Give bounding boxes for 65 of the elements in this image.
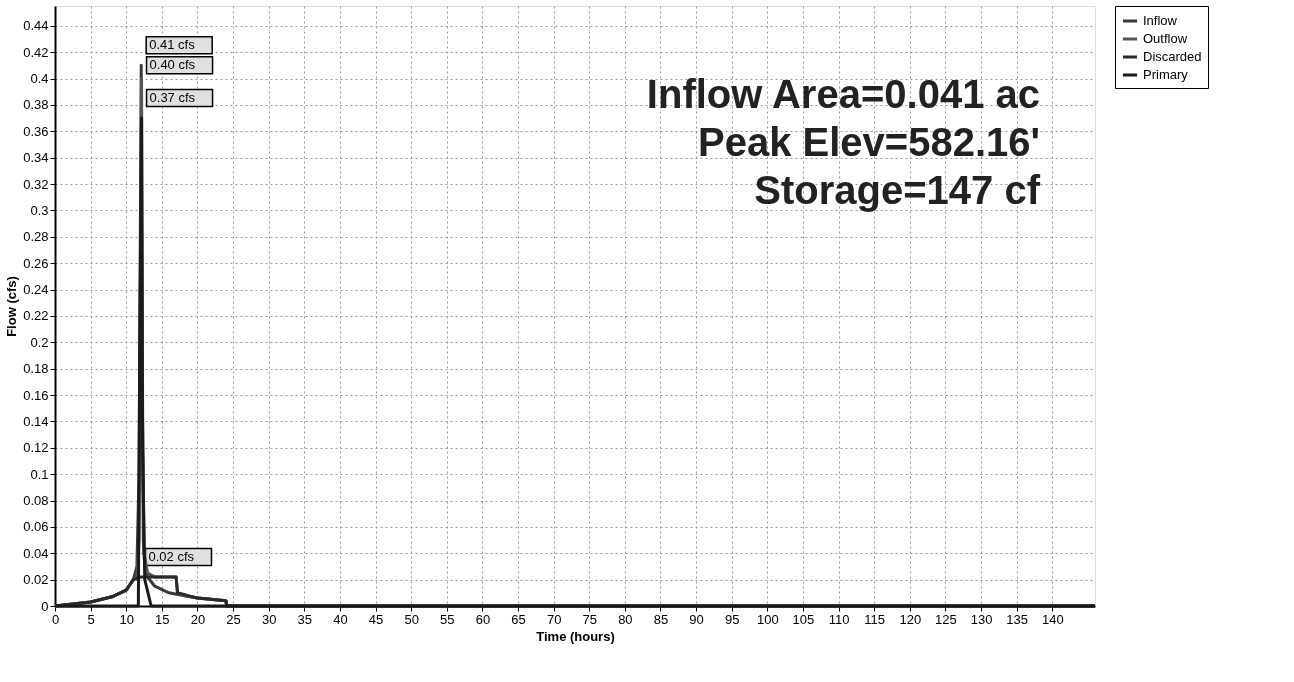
x-tick-label: 30 — [261, 611, 277, 627]
x-tick-label: 120 — [899, 611, 922, 627]
y-tick-label: 0.14 — [23, 413, 49, 429]
x-tick-label: 60 — [475, 611, 491, 627]
y-tick-label: 0.32 — [23, 176, 49, 192]
legend-label: Discarded — [1143, 49, 1202, 64]
y-tick-label: 0.34 — [23, 150, 49, 166]
y-tick-label: 0.2 — [30, 334, 49, 350]
x-tick-label: 50 — [404, 611, 419, 627]
x-tick-label: 125 — [935, 611, 957, 627]
x-tick-label: 10 — [119, 611, 134, 627]
y-tick-label: 0.26 — [23, 255, 49, 271]
x-tick-label: 90 — [689, 611, 704, 627]
x-tick-label: 25 — [226, 611, 241, 627]
y-tick-label: 0.44 — [23, 18, 49, 34]
y-tick-label: 0.24 — [23, 282, 49, 298]
x-tick-label: 95 — [724, 611, 740, 627]
x-tick-label: 135 — [1006, 611, 1028, 627]
x-tick-label: 20 — [190, 611, 206, 627]
y-tick-label: 0.28 — [23, 229, 49, 245]
annotation: 0.02 cfs — [148, 548, 195, 564]
y-tick-label: 0.38 — [23, 97, 49, 113]
x-tick-label: 40 — [333, 611, 348, 627]
y-axis-title: Flow (cfs) — [4, 276, 20, 337]
x-tick-label: 105 — [792, 611, 815, 627]
x-tick-label: 75 — [582, 611, 597, 627]
x-tick-label: 0 — [51, 611, 60, 627]
x-tick-label: 130 — [970, 611, 993, 627]
x-tick-label: 110 — [828, 611, 850, 627]
x-axis-title: Time (hours) — [536, 628, 615, 644]
annotation: Storage=147 cf — [754, 168, 1041, 212]
x-tick-label: 35 — [297, 611, 313, 627]
y-tick-label: 0.42 — [23, 44, 49, 60]
x-tick-label: 85 — [653, 611, 669, 627]
x-tick-label: 80 — [618, 611, 633, 627]
y-tick-label: 0 — [41, 598, 49, 614]
x-tick-label: 15 — [155, 611, 170, 627]
legend-label: Inflow — [1143, 13, 1178, 28]
legend-label: Outflow — [1143, 31, 1188, 46]
x-tick-label: 65 — [511, 611, 526, 627]
annotation: 0.41 cfs — [149, 37, 196, 53]
y-tick-label: 0.18 — [23, 361, 49, 377]
y-tick-label: 0.06 — [23, 519, 49, 535]
annotation: 0.40 cfs — [149, 57, 196, 73]
y-tick-label: 0.1 — [30, 466, 49, 482]
x-tick-label: 115 — [864, 611, 886, 627]
legend-label: Primary — [1143, 67, 1189, 82]
y-tick-label: 0.08 — [23, 493, 49, 509]
annotation: 0.37 cfs — [149, 90, 196, 106]
annotation: Peak Elev=582.16' — [697, 120, 1040, 164]
y-tick-label: 0.02 — [23, 572, 49, 588]
x-tick-label: 45 — [368, 611, 384, 627]
y-tick-label: 0.36 — [23, 123, 49, 139]
x-tick-label: 5 — [87, 611, 95, 627]
y-tick-label: 0.16 — [23, 387, 49, 403]
y-tick-label: 0.22 — [23, 308, 49, 324]
x-tick-label: 70 — [546, 611, 562, 627]
y-tick-label: 0.04 — [23, 545, 49, 561]
y-tick-label: 0.4 — [30, 71, 49, 87]
y-tick-label: 0.3 — [30, 202, 49, 218]
x-tick-label: 140 — [1041, 611, 1064, 627]
y-tick-label: 0.12 — [23, 440, 49, 456]
x-tick-label: 55 — [440, 611, 455, 627]
x-tick-label: 100 — [756, 611, 779, 627]
annotation: Inflow Area=0.041 ac — [646, 72, 1040, 116]
